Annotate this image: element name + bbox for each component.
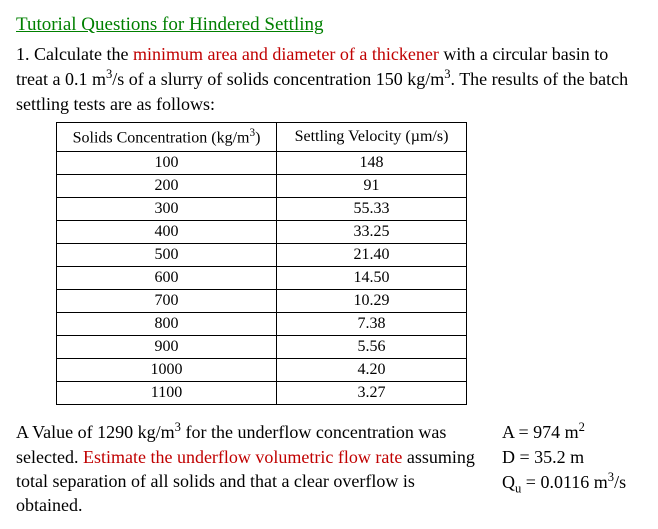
table-row: 70010.29 [57,290,467,313]
table-row: 50021.40 [57,244,467,267]
h1a: Solids Concentration (kg/m [73,129,250,146]
h1b: ) [255,129,260,146]
table-row: 100148 [57,152,467,175]
cell-vel: 5.56 [277,336,467,359]
cell-conc: 300 [57,198,277,221]
answer-area: A = 974 m2 [502,419,642,444]
table-row: 9005.56 [57,336,467,359]
q-pre: 1. Calculate the [16,44,133,64]
table-row: 40033.25 [57,221,467,244]
b-l1a: A Value of 1290 kg/m [16,422,175,442]
cell-vel: 21.40 [277,244,467,267]
cell-conc: 400 [57,221,277,244]
cell-conc: 200 [57,175,277,198]
cell-conc: 1100 [57,382,277,405]
cell-vel: 7.38 [277,313,467,336]
q-pre: Q [502,472,515,492]
table-body: 100148 20091 30055.33 40033.25 50021.40 … [57,152,467,405]
table-row: 20091 [57,175,467,198]
table-row: 8007.38 [57,313,467,336]
settling-table: Solids Concentration (kg/m3) Settling Ve… [56,122,467,405]
answer-flowrate: Qu = 0.0116 m3/s [502,469,642,498]
a-pre: A = 974 m [502,422,579,442]
cell-vel: 14.50 [277,267,467,290]
cell-conc: 900 [57,336,277,359]
answer-diameter: D = 35.2 m [502,445,642,469]
cell-vel: 148 [277,152,467,175]
cell-conc: 700 [57,290,277,313]
q-highlight-1: minimum area and diameter of a thickener [133,44,439,64]
answer-block: A = 974 m2 D = 35.2 m Qu = 0.0116 m3/s [502,419,642,497]
col-header-velocity: Settling Velocity (µm/s) [277,122,467,151]
table-row: 11003.27 [57,382,467,405]
q-post: /s [614,472,626,492]
bottom-text: A Value of 1290 kg/m3 for the underflow … [16,419,480,517]
page-title: Tutorial Questions for Hindered Settling [16,14,642,36]
table-row: 10004.20 [57,359,467,382]
cell-vel: 55.33 [277,198,467,221]
bottom-row: A Value of 1290 kg/m3 for the underflow … [16,419,642,517]
q-highlight-2: Estimate the underflow volumetric flow r… [83,447,402,467]
col-header-concentration: Solids Concentration (kg/m3) [57,122,277,151]
cell-conc: 1000 [57,359,277,382]
cell-conc: 600 [57,267,277,290]
question-text: 1. Calculate the minimum area and diamet… [16,42,642,116]
cell-conc: 100 [57,152,277,175]
cell-vel: 4.20 [277,359,467,382]
sup-2a: 2 [579,420,585,434]
cell-vel: 91 [277,175,467,198]
cell-vel: 3.27 [277,382,467,405]
cell-conc: 800 [57,313,277,336]
table-row: 60014.50 [57,267,467,290]
table-row: 30055.33 [57,198,467,221]
cell-vel: 33.25 [277,221,467,244]
cell-conc: 500 [57,244,277,267]
q-mid: = 0.0116 m [521,472,607,492]
cell-vel: 10.29 [277,290,467,313]
q-mid1b: /s of a slurry of solids concentration 1… [112,69,444,89]
table-header-row: Solids Concentration (kg/m3) Settling Ve… [57,122,467,151]
